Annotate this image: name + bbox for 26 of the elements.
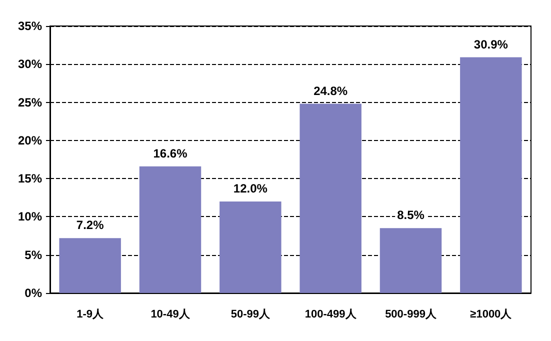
x-tick-label: 500-999人 <box>385 308 438 320</box>
bar <box>380 228 442 293</box>
x-tick-label: ≥1000人 <box>470 308 513 320</box>
data-label: 7.2% <box>76 218 104 232</box>
bar <box>460 57 522 293</box>
y-tick-label: 0% <box>24 286 42 300</box>
y-tick-label: 20% <box>18 133 42 148</box>
bar <box>300 104 362 293</box>
bar <box>59 238 121 293</box>
data-label: 16.6% <box>153 146 188 160</box>
bar <box>139 166 202 293</box>
y-tick-label: 15% <box>18 172 42 186</box>
y-tick-label: 25% <box>18 95 42 110</box>
x-tick-label: 100-499人 <box>304 308 358 320</box>
data-label: 24.8% <box>314 84 348 98</box>
bar <box>220 201 282 293</box>
y-tick-label: 10% <box>18 210 42 224</box>
x-tick-label: 50-99人 <box>230 308 271 320</box>
x-tick-label: 1-9人 <box>76 308 105 320</box>
data-label: 12.0% <box>233 181 268 196</box>
x-tick-label: 10-49人 <box>150 308 191 320</box>
y-tick-label: 30% <box>18 57 42 72</box>
y-tick-label: 35% <box>18 19 42 33</box>
data-label: 30.9% <box>474 37 508 52</box>
data-label: 8.5% <box>397 208 425 222</box>
y-tick-label: 5% <box>24 248 42 262</box>
